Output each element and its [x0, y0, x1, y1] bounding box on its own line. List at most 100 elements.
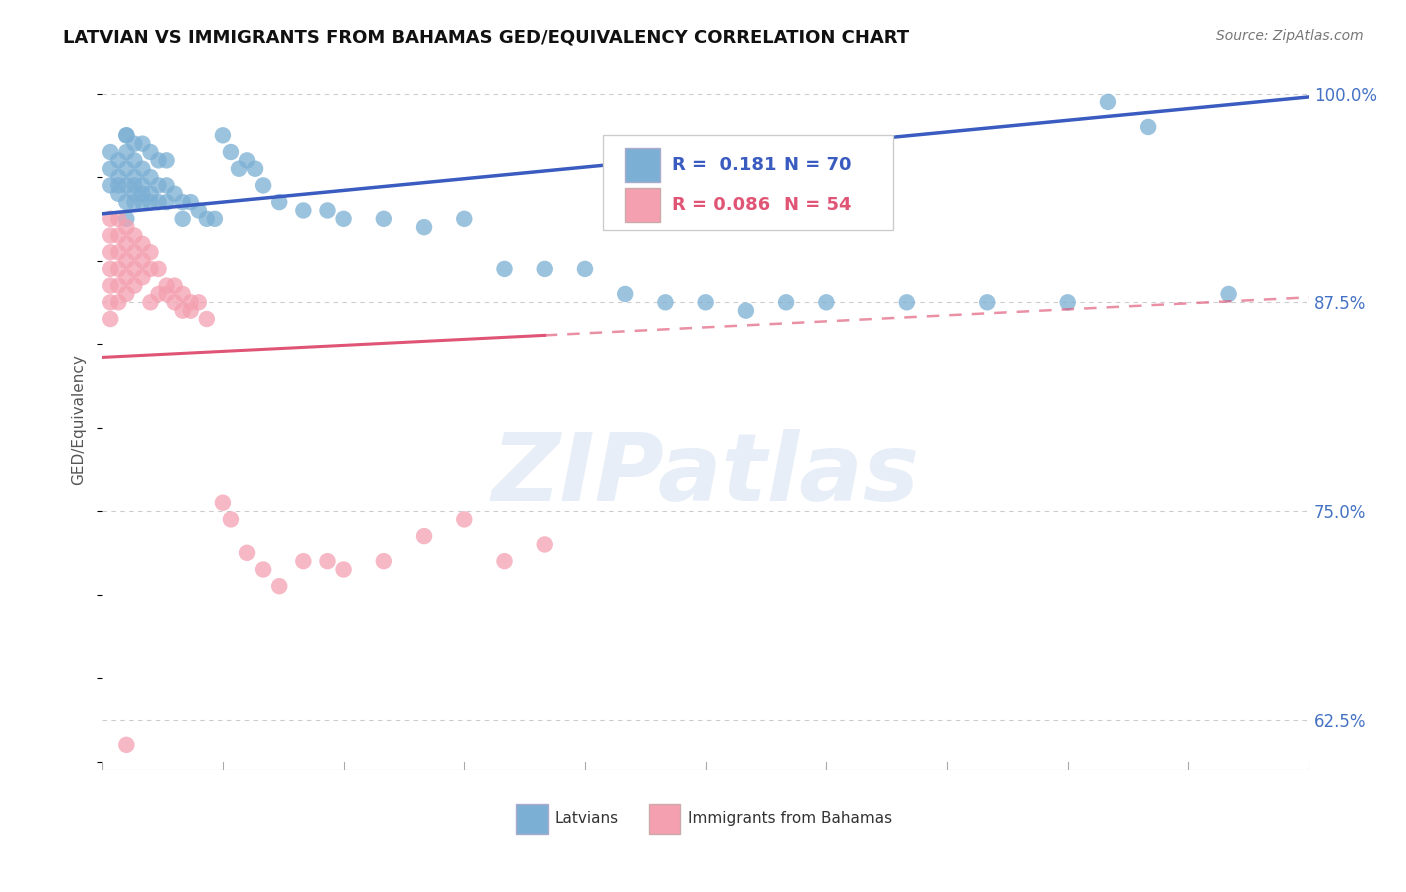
Point: [148, 178, 170, 193]
Point: [107, 245, 129, 260]
Point: [373, 211, 395, 226]
FancyBboxPatch shape: [624, 147, 659, 182]
Point: [139, 245, 162, 260]
Point: [236, 546, 259, 560]
Point: [115, 128, 138, 143]
Point: [124, 278, 146, 293]
Point: [98, 312, 121, 326]
FancyBboxPatch shape: [603, 136, 893, 230]
Text: Source: ZipAtlas.com: Source: ZipAtlas.com: [1216, 29, 1364, 43]
Point: [614, 287, 637, 301]
Point: [413, 220, 436, 235]
Point: [195, 312, 218, 326]
Point: [533, 537, 555, 551]
Point: [98, 145, 121, 159]
Point: [107, 170, 129, 185]
Point: [115, 211, 138, 226]
Point: [316, 203, 339, 218]
Point: [139, 186, 162, 201]
Text: N = 70: N = 70: [785, 156, 852, 174]
Point: [453, 512, 475, 526]
Point: [155, 195, 177, 210]
Point: [155, 287, 177, 301]
Point: [124, 228, 146, 243]
Point: [332, 211, 354, 226]
Point: [180, 195, 202, 210]
Point: [98, 161, 121, 176]
Point: [187, 295, 209, 310]
Text: R =  0.181: R = 0.181: [672, 156, 776, 174]
Point: [228, 161, 250, 176]
Point: [115, 287, 138, 301]
Point: [212, 496, 235, 510]
Point: [976, 295, 998, 310]
Point: [131, 236, 153, 251]
FancyBboxPatch shape: [516, 805, 547, 834]
Point: [654, 295, 676, 310]
Point: [180, 303, 202, 318]
Point: [1218, 287, 1240, 301]
Point: [695, 295, 717, 310]
Point: [172, 303, 194, 318]
Point: [494, 554, 516, 568]
Point: [373, 554, 395, 568]
Text: Latvians: Latvians: [555, 812, 619, 827]
Point: [131, 161, 153, 176]
Point: [98, 178, 121, 193]
Point: [107, 295, 129, 310]
Y-axis label: GED/Equivalency: GED/Equivalency: [72, 354, 86, 484]
Point: [139, 195, 162, 210]
Point: [131, 178, 153, 193]
Point: [734, 303, 756, 318]
Point: [124, 170, 146, 185]
Point: [107, 186, 129, 201]
Point: [107, 211, 129, 226]
Point: [139, 261, 162, 276]
Point: [139, 295, 162, 310]
Point: [115, 738, 138, 752]
Point: [107, 178, 129, 193]
Point: [574, 261, 596, 276]
Point: [131, 195, 153, 210]
Point: [98, 261, 121, 276]
Point: [163, 278, 186, 293]
Point: [115, 128, 138, 143]
Point: [172, 195, 194, 210]
Point: [172, 287, 194, 301]
Point: [98, 295, 121, 310]
Point: [124, 186, 146, 201]
Point: [155, 178, 177, 193]
Point: [896, 295, 918, 310]
Text: LATVIAN VS IMMIGRANTS FROM BAHAMAS GED/EQUIVALENCY CORRELATION CHART: LATVIAN VS IMMIGRANTS FROM BAHAMAS GED/E…: [63, 29, 910, 46]
Point: [124, 136, 146, 151]
Point: [494, 261, 516, 276]
Point: [155, 153, 177, 168]
Point: [269, 579, 291, 593]
Point: [155, 278, 177, 293]
Point: [115, 253, 138, 268]
Point: [131, 186, 153, 201]
Point: [124, 153, 146, 168]
Point: [195, 211, 218, 226]
Point: [139, 145, 162, 159]
Point: [163, 186, 186, 201]
Point: [131, 270, 153, 285]
Point: [124, 261, 146, 276]
Point: [148, 153, 170, 168]
Point: [124, 178, 146, 193]
Point: [1097, 95, 1119, 109]
Point: [115, 161, 138, 176]
Point: [1056, 295, 1078, 310]
Point: [204, 211, 226, 226]
FancyBboxPatch shape: [650, 805, 681, 834]
Point: [453, 211, 475, 226]
Point: [292, 554, 315, 568]
Point: [815, 295, 838, 310]
Point: [316, 554, 339, 568]
Point: [172, 211, 194, 226]
Point: [269, 195, 291, 210]
Point: [107, 278, 129, 293]
Point: [115, 220, 138, 235]
Point: [236, 153, 259, 168]
Point: [98, 211, 121, 226]
